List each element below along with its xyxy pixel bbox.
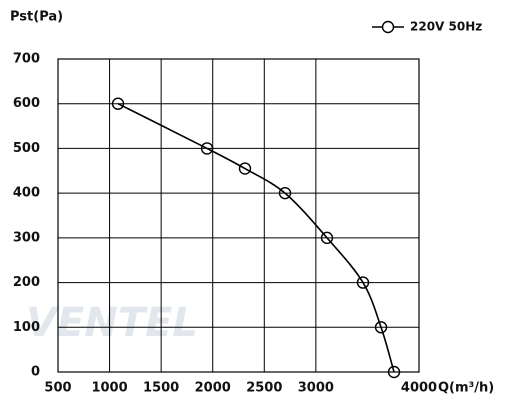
- point-marker: [200, 142, 214, 155]
- y-axis-label: Pst(Pa): [10, 10, 63, 25]
- y-tick-label: 600: [13, 96, 40, 111]
- x-tick-label: 4000: [401, 381, 437, 396]
- point-marker: [387, 365, 401, 379]
- x-tick-label: 500: [44, 381, 71, 396]
- y-tick-label: 100: [13, 320, 40, 335]
- x-tick-label: 2000: [195, 381, 231, 396]
- watermark: VENTEL: [26, 300, 198, 346]
- point-marker: [238, 162, 252, 175]
- y-tick-label: 300: [13, 230, 40, 245]
- point-marker: [111, 97, 125, 110]
- point-marker: [278, 186, 292, 200]
- legend-marker: [381, 20, 395, 34]
- y-tick-label: 200: [13, 275, 40, 290]
- x-tick-label: 1500: [143, 381, 179, 396]
- y-tick-label: 400: [13, 186, 40, 201]
- y-tick-label: 0: [31, 365, 40, 380]
- legend-label: 220V 50Hz: [410, 20, 482, 34]
- point-marker: [356, 276, 370, 289]
- y-tick-label: 500: [13, 141, 40, 156]
- point-marker: [374, 321, 388, 334]
- x-tick-label: 3000: [298, 381, 334, 396]
- x-tick-label: 2500: [246, 381, 282, 396]
- point-marker: [320, 231, 334, 245]
- y-tick-label: 700: [13, 52, 40, 67]
- x-tick-label: 1000: [91, 381, 127, 396]
- x-axis-label: Q(m³/h): [438, 381, 494, 396]
